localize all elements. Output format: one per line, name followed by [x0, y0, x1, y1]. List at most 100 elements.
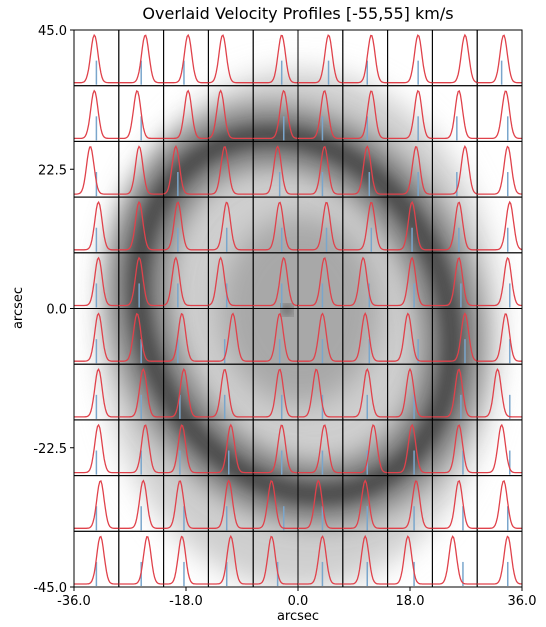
velocity-profile	[163, 201, 209, 251]
velocity-profile	[432, 144, 478, 195]
velocity-profile	[432, 479, 478, 529]
velocity-profile	[208, 256, 254, 307]
cell	[163, 29, 209, 87]
velocity-profile	[163, 535, 209, 585]
velocity-profile	[298, 479, 343, 529]
velocity-profile	[74, 146, 119, 195]
velocity-profile	[298, 90, 343, 140]
velocity-profile	[118, 256, 164, 307]
velocity-profile	[118, 90, 164, 140]
velocity-profile	[253, 368, 298, 418]
velocity-profile	[74, 423, 119, 474]
velocity-profile	[342, 423, 388, 474]
cell	[476, 85, 523, 142]
cell	[431, 530, 478, 588]
velocity-profile	[298, 201, 343, 251]
velocity-profile	[208, 34, 254, 84]
velocity-profile	[208, 146, 254, 195]
velocity-profile	[342, 34, 388, 84]
velocity-profile	[118, 145, 164, 195]
velocity-profile	[432, 33, 478, 84]
y-axis-label: arcsec	[11, 287, 26, 329]
x-axis-label: arcsec	[277, 609, 319, 624]
velocity-profile	[208, 368, 254, 418]
velocity-profile	[387, 200, 433, 251]
velocity-profile	[163, 144, 209, 195]
velocity-profile	[342, 368, 388, 418]
velocity-profile	[342, 256, 388, 307]
velocity-profile	[208, 89, 254, 140]
velocity-profile	[387, 423, 433, 474]
velocity-profile	[477, 368, 522, 418]
velocity-profile	[298, 424, 343, 474]
velocity-profile	[298, 368, 343, 418]
velocity-profile	[163, 256, 209, 307]
velocity-profile	[387, 312, 433, 362]
velocity-profile	[387, 535, 433, 585]
velocity-profile	[477, 145, 523, 195]
velocity-profile	[477, 256, 523, 307]
velocity-profile	[253, 424, 298, 474]
y-tick-label: -22.5	[33, 442, 67, 457]
velocity-profile	[208, 423, 254, 474]
velocity-profile	[163, 424, 209, 474]
velocity-profile	[118, 479, 164, 529]
velocity-profile	[432, 535, 478, 585]
velocity-profile	[387, 480, 433, 529]
velocity-profile	[477, 90, 522, 140]
profile-grid	[73, 29, 523, 588]
velocity-profile	[74, 33, 119, 84]
velocity-profile	[432, 312, 478, 362]
velocity-profile	[432, 90, 478, 140]
cell	[342, 29, 389, 87]
velocity-profile	[477, 313, 522, 362]
velocity-profile	[118, 536, 164, 585]
velocity-profile	[342, 145, 388, 195]
velocity-profile	[208, 201, 254, 251]
velocity-profile	[208, 479, 254, 529]
velocity-profile	[253, 312, 298, 362]
velocity-profile	[163, 89, 209, 140]
velocity-profile	[298, 535, 343, 585]
velocity-profile	[253, 89, 299, 140]
velocity-profile	[342, 312, 388, 362]
y-tick-label: 22.5	[38, 163, 67, 178]
velocity-profile	[387, 146, 433, 195]
velocity-profile	[342, 201, 388, 251]
velocity-profile	[342, 90, 388, 140]
velocity-profile	[253, 256, 299, 307]
velocity-profile	[432, 368, 478, 418]
velocity-profile	[298, 257, 343, 307]
chart-title: Overlaid Velocity Profiles [-55,55] km/s	[142, 4, 453, 23]
velocity-profile	[387, 256, 433, 307]
velocity-profile	[387, 34, 433, 84]
velocity-profile	[253, 34, 298, 84]
velocity-profile	[253, 479, 298, 529]
velocity-profile	[118, 424, 164, 474]
x-tick-label: 0.0	[288, 594, 309, 609]
velocity-profile	[298, 312, 343, 362]
velocity-profile	[118, 34, 164, 84]
velocity-profile	[74, 89, 119, 140]
velocity-profile	[163, 368, 209, 418]
velocity-profile	[118, 368, 164, 418]
velocity-profile	[118, 200, 164, 251]
x-tick-label: 18.0	[396, 594, 425, 609]
y-tick-label: 0.0	[46, 303, 67, 318]
velocity-profile	[477, 200, 523, 251]
velocity-profile	[74, 312, 119, 362]
velocity-profile	[477, 479, 522, 529]
x-tick-label: 36.0	[508, 594, 537, 609]
cell	[431, 29, 478, 87]
velocity-profile	[342, 479, 388, 529]
velocity-profile	[387, 367, 433, 418]
velocity-profile	[253, 201, 298, 251]
velocity-profile	[477, 423, 522, 474]
velocity-profile	[298, 34, 343, 84]
velocity-profile	[74, 535, 119, 585]
velocity-profile	[163, 33, 209, 84]
velocity-profile	[208, 312, 254, 362]
y-tick-label: -45.0	[33, 581, 67, 596]
velocity-profile	[432, 257, 478, 307]
